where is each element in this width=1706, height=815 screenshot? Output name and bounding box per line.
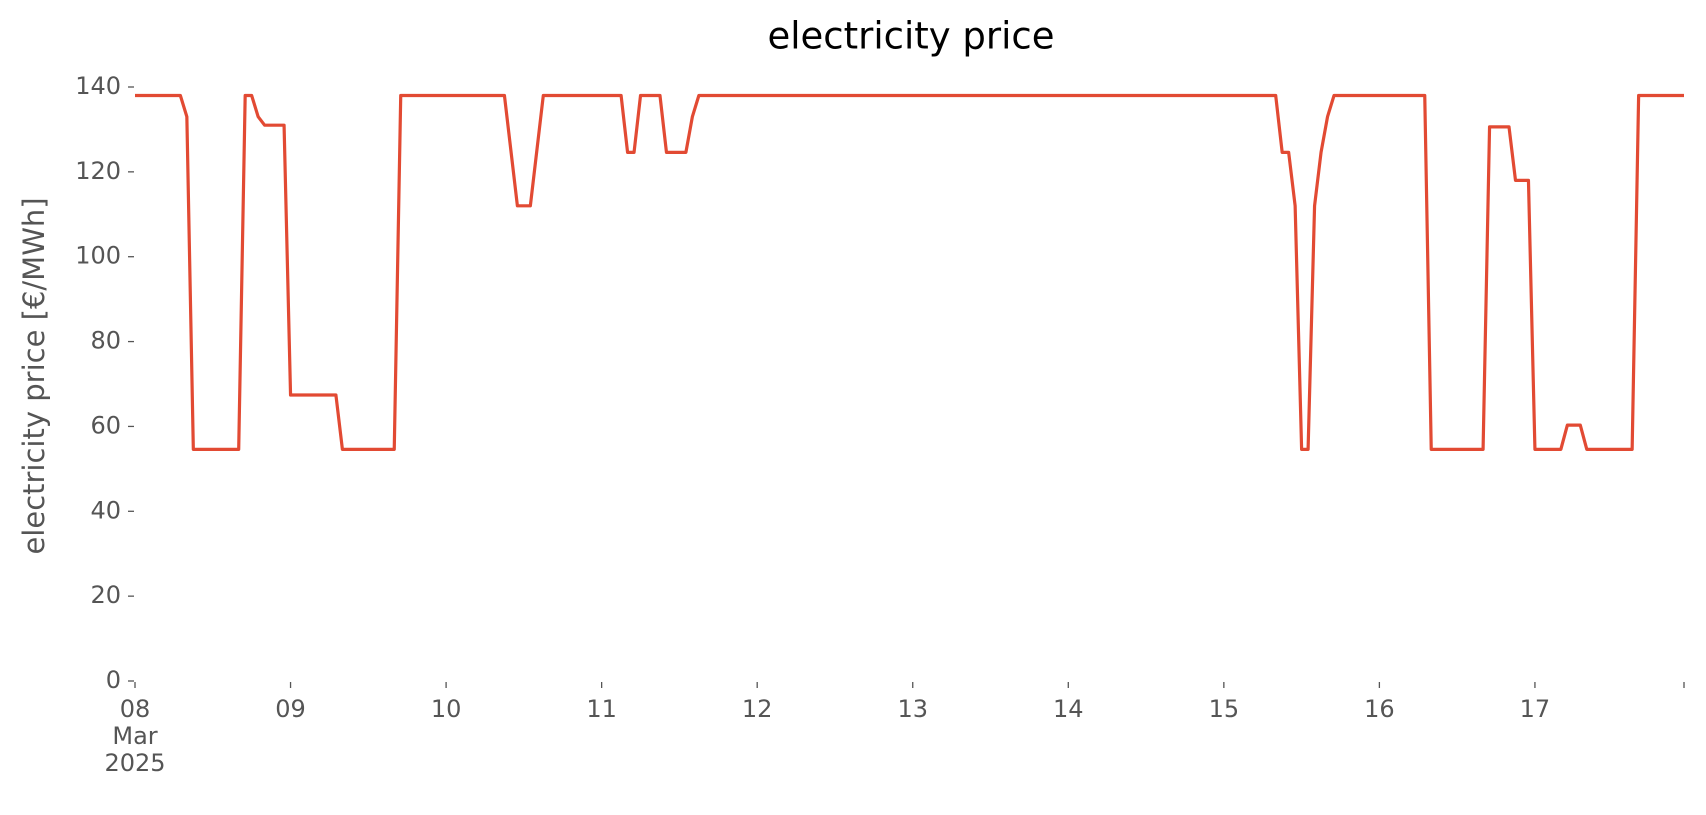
y-tick-label: 60 bbox=[90, 411, 121, 439]
x-tick-label: 13 bbox=[897, 695, 928, 723]
x-tick-label: 16 bbox=[1364, 695, 1395, 723]
y-tick-label: 0 bbox=[106, 666, 121, 694]
y-axis-label: electricity price [€/MWh] bbox=[17, 197, 51, 554]
y-tick-label: 40 bbox=[90, 496, 121, 524]
x-tick-label: 10 bbox=[431, 695, 462, 723]
x-tick-label: 09 bbox=[275, 695, 306, 723]
y-tick-label: 80 bbox=[90, 327, 121, 355]
x-tick-label: 17 bbox=[1520, 695, 1551, 723]
y-tick-label: 140 bbox=[75, 72, 121, 100]
x-tick-label: 14 bbox=[1053, 695, 1084, 723]
x-tick-label: 15 bbox=[1209, 695, 1240, 723]
y-tick-label: 100 bbox=[75, 242, 121, 270]
x-tick-label: 08 Mar 2025 bbox=[104, 695, 165, 777]
x-tick-label: 11 bbox=[586, 695, 617, 723]
y-tick-label: 20 bbox=[90, 581, 121, 609]
chart-title: electricity price bbox=[767, 15, 1054, 58]
y-tick-label: 120 bbox=[75, 157, 121, 185]
x-tick-label: 12 bbox=[742, 695, 773, 723]
price-line bbox=[135, 93, 1684, 451]
